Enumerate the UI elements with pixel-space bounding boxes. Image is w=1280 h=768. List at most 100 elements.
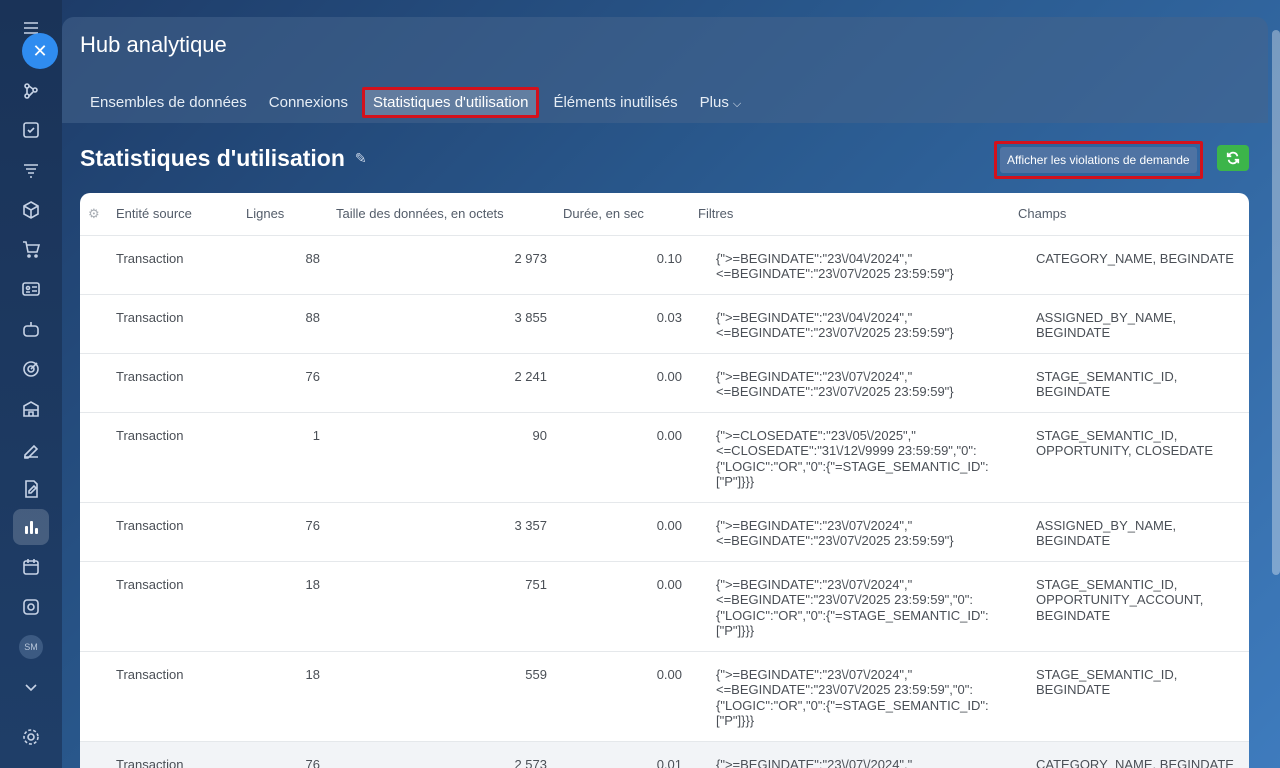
- cell-rows: 88: [238, 294, 328, 354]
- cell-filter: {">=BEGINDATE":"23\/07\/2024","<=BEGINDA…: [690, 502, 1010, 562]
- tab-connections[interactable]: Connexions: [268, 94, 348, 111]
- cube-icon[interactable]: [19, 198, 43, 222]
- cell-duration: 0.00: [555, 561, 690, 652]
- violations-highlight: Afficher les violations de demande: [994, 141, 1203, 179]
- disk-icon[interactable]: [19, 595, 43, 619]
- cell-fields: STAGE_SEMANTIC_ID, OPPORTUNITY_ACCOUNT, …: [1010, 561, 1249, 652]
- table-row[interactable]: Transaction 76 2 573 0.01 {">=BEGINDATE"…: [80, 741, 1249, 768]
- row-spacer: [80, 741, 108, 768]
- chevron-down-icon[interactable]: [19, 675, 43, 699]
- sitemap-icon[interactable]: [19, 79, 43, 103]
- cell-rows: 18: [238, 651, 328, 742]
- table-row[interactable]: Transaction 18 751 0.00 {">=BEGINDATE":"…: [80, 561, 1249, 652]
- filter-icon[interactable]: [19, 158, 43, 182]
- cell-rows: 76: [238, 741, 328, 768]
- cell-fields: ASSIGNED_BY_NAME, BEGINDATE: [1010, 502, 1249, 562]
- cell-filter: {">=BEGINDATE":"23\/04\/2024","<=BEGINDA…: [690, 235, 1010, 295]
- cell-size: 2 573: [328, 741, 555, 768]
- table-row[interactable]: Transaction 1 90 0.00 {">=CLOSEDATE":"23…: [80, 412, 1249, 503]
- tab-datasets[interactable]: Ensembles de données: [90, 94, 247, 111]
- usage-table: ⚙ Entité source Lignes Taille des donnée…: [80, 193, 1249, 768]
- cell-duration: 0.00: [555, 502, 690, 562]
- row-spacer: [80, 294, 108, 354]
- column-header[interactable]: Lignes: [238, 193, 328, 236]
- gear-icon[interactable]: ⚙: [88, 205, 100, 221]
- refresh-icon: [1226, 151, 1240, 165]
- avatar[interactable]: SM: [19, 635, 43, 659]
- cell-rows: 76: [238, 353, 328, 413]
- app-header: Hub analytique Ensembles de données Conn…: [62, 17, 1268, 123]
- document-edit-icon[interactable]: [19, 477, 43, 501]
- target-icon[interactable]: [19, 357, 43, 381]
- cell-fields: STAGE_SEMANTIC_ID, BEGINDATE: [1010, 651, 1249, 742]
- cell-duration: 0.00: [555, 651, 690, 742]
- row-spacer: [80, 412, 108, 503]
- row-spacer: [80, 353, 108, 413]
- cell-filter: {">=BEGINDATE":"23\/07\/2024","<=BEGINDA…: [690, 353, 1010, 413]
- tab-more-label: Plus: [699, 94, 729, 111]
- table-row[interactable]: Transaction 76 2 241 0.00 {">=BEGINDATE"…: [80, 353, 1249, 413]
- checkbox-icon[interactable]: [19, 118, 43, 142]
- cell-entity: Transaction: [108, 741, 238, 768]
- refresh-button[interactable]: [1217, 145, 1249, 171]
- cell-size: 751: [328, 561, 555, 652]
- app-title: Hub analytique: [80, 32, 227, 57]
- close-icon: ✕: [32, 40, 48, 61]
- cell-filter: {">=CLOSEDATE":"23\/05\/2025","<=CLOSEDA…: [690, 412, 1010, 503]
- cell-duration: 0.01: [555, 741, 690, 768]
- cell-duration: 0.00: [555, 353, 690, 413]
- table-row[interactable]: Transaction 18 559 0.00 {">=BEGINDATE":"…: [80, 651, 1249, 742]
- row-spacer: [80, 502, 108, 562]
- cell-duration: 0.00: [555, 412, 690, 503]
- cell-size: 3 855: [328, 294, 555, 354]
- tab-usage-statistics[interactable]: Statistiques d'utilisation: [362, 87, 540, 118]
- robot-icon[interactable]: [19, 317, 43, 341]
- cell-fields: CATEGORY_NAME, BEGINDATE: [1010, 741, 1249, 768]
- cell-rows: 88: [238, 235, 328, 295]
- cell-fields: STAGE_SEMANTIC_ID, OPPORTUNITY, CLOSEDAT…: [1010, 412, 1249, 503]
- calendar-icon[interactable]: [19, 555, 43, 579]
- tab-bar: Ensembles de données Connexions Statisti…: [90, 87, 763, 118]
- cell-size: 2 241: [328, 353, 555, 413]
- table-row[interactable]: Transaction 88 2 973 0.10 {">=BEGINDATE"…: [80, 235, 1249, 295]
- cell-fields: STAGE_SEMANTIC_ID, BEGINDATE: [1010, 353, 1249, 413]
- cell-filter: {">=BEGINDATE":"23\/04\/2024","<=BEGINDA…: [690, 294, 1010, 354]
- cell-filter: {">=BEGINDATE":"23\/07\/2024","<=BEGINDA…: [690, 561, 1010, 652]
- cell-rows: 18: [238, 561, 328, 652]
- show-violations-button[interactable]: Afficher les violations de demande: [1000, 147, 1197, 173]
- column-header[interactable]: Champs: [1010, 193, 1249, 236]
- cell-size: 90: [328, 412, 555, 503]
- sign-icon[interactable]: [19, 437, 43, 461]
- column-header[interactable]: Filtres: [690, 193, 1010, 236]
- cell-entity: Transaction: [108, 651, 238, 742]
- cell-filter: {">=BEGINDATE":"23\/07\/2024","<=BEGINDA…: [690, 741, 1010, 768]
- contact-card-icon[interactable]: [19, 277, 43, 301]
- analytics-icon[interactable]: [19, 515, 43, 539]
- column-header[interactable]: Entité source: [108, 193, 238, 236]
- column-settings[interactable]: ⚙: [80, 193, 108, 236]
- column-header[interactable]: Taille des données, en octets: [328, 193, 555, 236]
- cell-size: 559: [328, 651, 555, 742]
- cell-rows: 76: [238, 502, 328, 562]
- close-button[interactable]: ✕: [22, 33, 58, 69]
- scrollbar[interactable]: [1272, 30, 1280, 575]
- table-header-row: ⚙ Entité source Lignes Taille des donnée…: [80, 193, 1249, 236]
- cell-entity: Transaction: [108, 502, 238, 562]
- cell-size: 3 357: [328, 502, 555, 562]
- gear-icon[interactable]: [19, 725, 43, 749]
- cart-icon[interactable]: [19, 237, 43, 261]
- page-title: Statistiques d'utilisation ✎: [80, 145, 367, 172]
- table-row[interactable]: Transaction 88 3 855 0.03 {">=BEGINDATE"…: [80, 294, 1249, 354]
- tab-unused-elements[interactable]: Éléments inutilisés: [553, 94, 678, 111]
- chevron-down-icon: ⌵: [732, 98, 742, 110]
- cell-fields: ASSIGNED_BY_NAME, BEGINDATE: [1010, 294, 1249, 354]
- pin-icon[interactable]: ✎: [354, 150, 367, 166]
- row-spacer: [80, 561, 108, 652]
- table-row[interactable]: Transaction 76 3 357 0.00 {">=BEGINDATE"…: [80, 502, 1249, 562]
- building-icon[interactable]: [19, 397, 43, 421]
- column-header[interactable]: Durée, en sec: [555, 193, 690, 236]
- cell-rows: 1: [238, 412, 328, 503]
- usage-table-card: ⚙ Entité source Lignes Taille des donnée…: [80, 193, 1249, 768]
- row-spacer: [80, 651, 108, 742]
- tab-more[interactable]: Plus ⌵: [700, 94, 742, 111]
